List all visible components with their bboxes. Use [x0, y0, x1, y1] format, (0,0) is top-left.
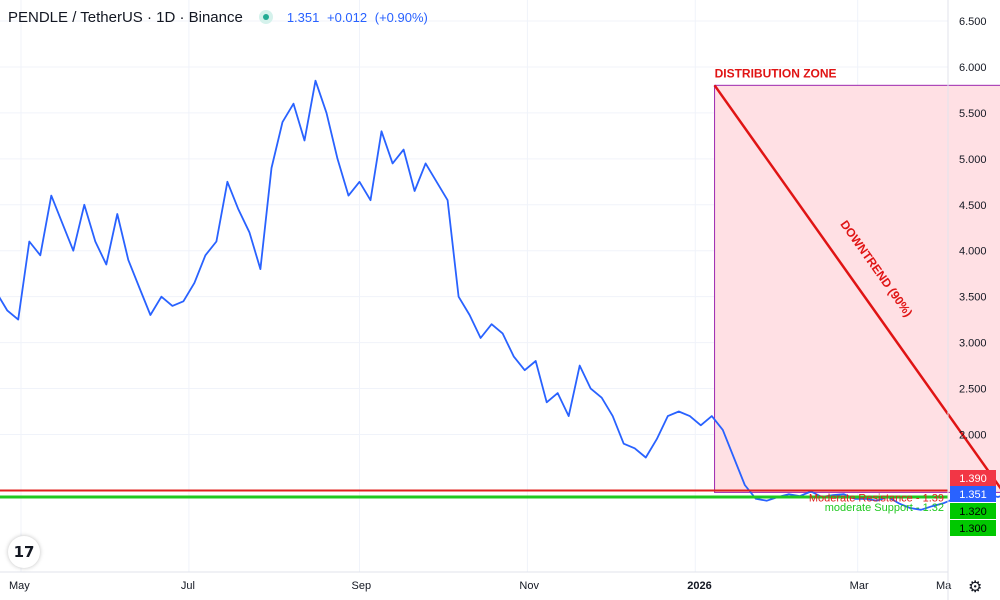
- y-tick-label: 5.000: [959, 154, 987, 166]
- chart-header: PENDLE / TetherUS · 1D · Binance 1.351 +…: [8, 6, 432, 28]
- support-label: moderate Support - 1.32: [825, 502, 944, 514]
- price-tag-label: 1.390: [959, 473, 987, 485]
- y-tick-label: 6.000: [959, 62, 987, 74]
- price-tag-box: [950, 470, 996, 486]
- price-tag-box: [950, 486, 996, 502]
- x-tick-label: Ma: [936, 580, 952, 592]
- grid: [0, 0, 948, 572]
- y-tick-label: 3.000: [959, 338, 987, 350]
- x-tick-label: Nov: [519, 580, 539, 592]
- x-tick-label: Jul: [181, 580, 195, 592]
- x-tick-label: Mar: [850, 580, 869, 592]
- y-tick-label: 4.500: [959, 200, 987, 212]
- tradingview-logo-icon[interactable]: 17: [8, 536, 40, 568]
- price-change-pct: (+0.90%): [374, 9, 428, 25]
- y-tick-label: 2.500: [959, 384, 987, 396]
- x-tick-label: Sep: [352, 580, 372, 592]
- y-tick-label: 2.000: [959, 430, 987, 442]
- y-tick-label: 4.000: [959, 246, 987, 258]
- quote-readout: 1.351 +0.012 (+0.90%): [287, 10, 432, 25]
- price-series: [0, 79, 1000, 511]
- price-tag-box: [950, 520, 996, 536]
- x-tick-label: 2026: [687, 580, 711, 592]
- y-tick-label: 5.500: [959, 108, 987, 120]
- price-tag-box: [950, 503, 996, 519]
- downtrend-line: [713, 84, 1000, 490]
- symbol-title[interactable]: PENDLE / TetherUS · 1D · Binance: [8, 8, 243, 26]
- price-change: +0.012: [327, 9, 368, 25]
- price-tag-label: 1.300: [959, 523, 987, 535]
- price-tag-label: 1.351: [959, 489, 987, 501]
- zone-label: DISTRIBUTION ZONE: [715, 66, 837, 80]
- x-tick-label: May: [9, 580, 30, 592]
- price-tag-label: 1.320: [959, 506, 987, 518]
- gear-icon[interactable]: ⚙: [968, 579, 983, 596]
- y-tick-label: 3.500: [959, 292, 987, 304]
- price-line: [0, 79, 1000, 511]
- last-price: 1.351: [286, 9, 320, 25]
- resistance-label: Moderate Resistance - 1.39: [809, 493, 944, 505]
- y-tick-label: 6.500: [959, 16, 987, 28]
- market-status-icon: [258, 10, 273, 24]
